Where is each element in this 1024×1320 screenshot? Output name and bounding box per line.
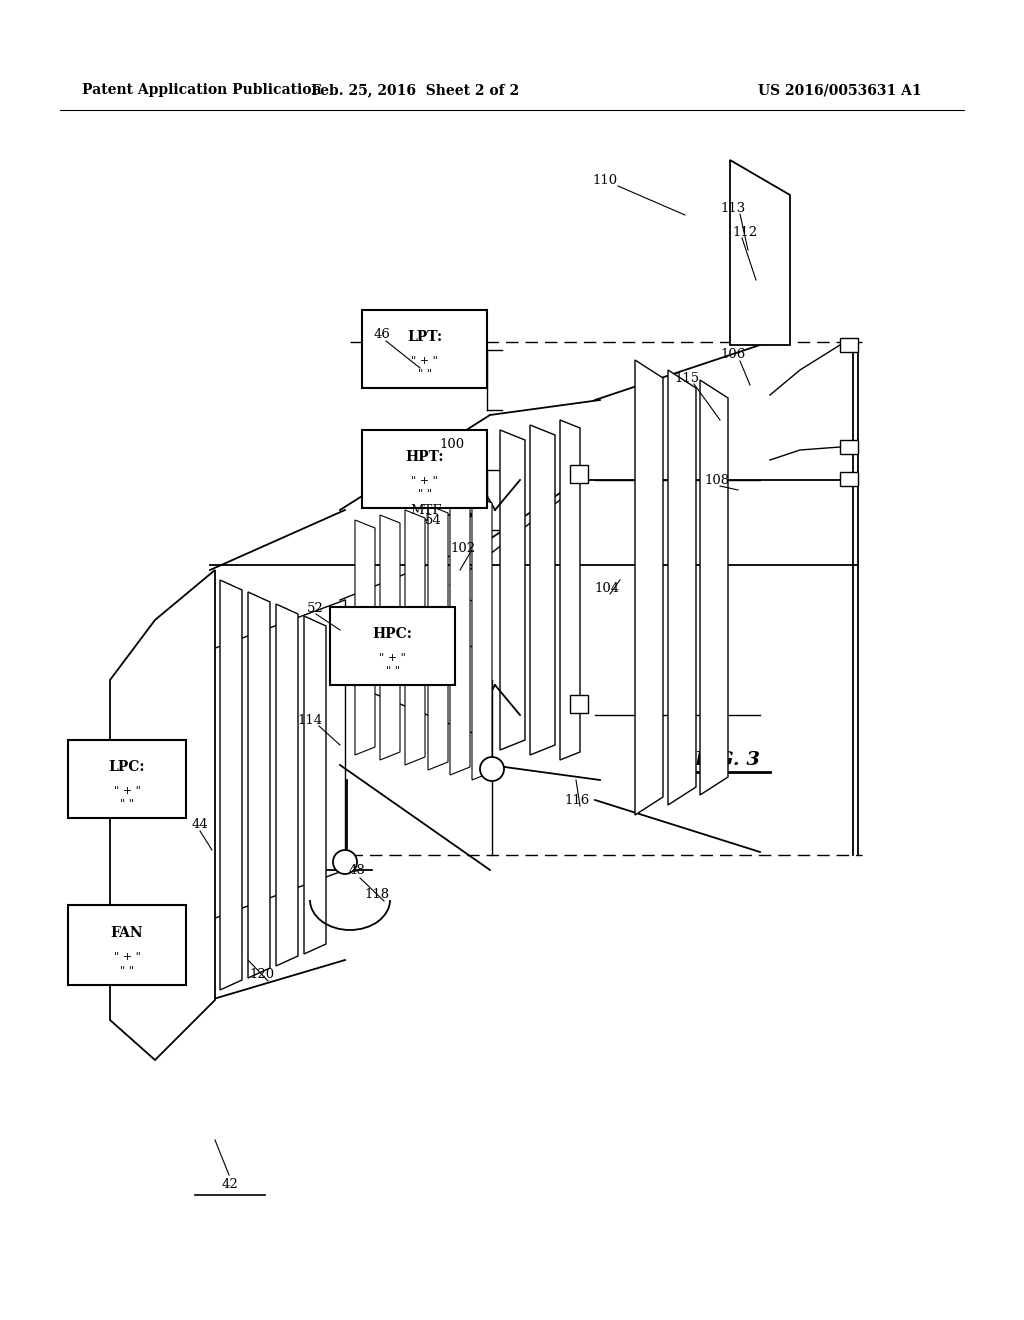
Polygon shape xyxy=(428,506,449,770)
Text: 108: 108 xyxy=(705,474,730,487)
Text: " ": " " xyxy=(418,370,431,379)
Polygon shape xyxy=(700,380,728,795)
Polygon shape xyxy=(276,605,298,966)
Bar xyxy=(570,465,588,483)
Text: 114: 114 xyxy=(298,714,323,726)
Bar xyxy=(68,741,186,818)
Text: 54: 54 xyxy=(425,513,442,527)
Polygon shape xyxy=(110,570,215,1060)
Polygon shape xyxy=(220,579,242,990)
Text: 116: 116 xyxy=(565,793,590,807)
Text: " + ": " + " xyxy=(379,652,406,663)
Bar xyxy=(570,696,588,713)
Bar xyxy=(330,607,455,685)
Polygon shape xyxy=(500,430,525,750)
Text: " + ": " + " xyxy=(114,952,140,962)
Polygon shape xyxy=(380,515,400,760)
Text: 104: 104 xyxy=(595,582,620,594)
Polygon shape xyxy=(450,500,470,775)
Polygon shape xyxy=(530,425,555,755)
Text: 115: 115 xyxy=(675,371,700,384)
Text: 52: 52 xyxy=(307,602,324,615)
Bar xyxy=(362,430,487,508)
Text: 112: 112 xyxy=(733,226,758,239)
Polygon shape xyxy=(668,370,696,805)
Polygon shape xyxy=(635,360,663,814)
Text: HPT:: HPT: xyxy=(406,450,443,465)
Text: 118: 118 xyxy=(365,888,390,902)
Text: HPC:: HPC: xyxy=(373,627,413,642)
Text: Feb. 25, 2016  Sheet 2 of 2: Feb. 25, 2016 Sheet 2 of 2 xyxy=(311,83,519,96)
Text: " ": " " xyxy=(418,488,431,499)
Text: 44: 44 xyxy=(191,818,208,832)
Bar xyxy=(840,338,858,352)
Text: 106: 106 xyxy=(721,348,746,362)
Text: 120: 120 xyxy=(250,969,275,982)
Bar xyxy=(840,473,858,486)
Text: FIG. 3: FIG. 3 xyxy=(694,751,760,770)
Polygon shape xyxy=(560,420,580,760)
Text: 100: 100 xyxy=(440,438,465,451)
Text: 110: 110 xyxy=(593,173,618,186)
Polygon shape xyxy=(406,510,425,766)
Polygon shape xyxy=(304,616,326,954)
Text: 113: 113 xyxy=(721,202,746,214)
Text: " + ": " + " xyxy=(114,785,140,796)
Bar xyxy=(68,906,186,985)
Text: " ": " " xyxy=(120,966,134,975)
Text: LPT:: LPT: xyxy=(407,330,442,345)
Text: 42: 42 xyxy=(221,1179,239,1192)
Polygon shape xyxy=(472,495,492,780)
Circle shape xyxy=(480,756,504,781)
Text: FAN: FAN xyxy=(111,927,143,940)
Text: 48: 48 xyxy=(348,863,365,876)
Polygon shape xyxy=(355,520,375,755)
Text: MTF: MTF xyxy=(410,503,441,516)
Text: " ": " " xyxy=(120,799,134,809)
Text: " ": " " xyxy=(385,667,399,676)
Bar xyxy=(362,310,487,388)
Text: LPC:: LPC: xyxy=(109,760,145,775)
Text: 102: 102 xyxy=(451,541,476,554)
Polygon shape xyxy=(248,591,270,978)
Text: Patent Application Publication: Patent Application Publication xyxy=(82,83,322,96)
Polygon shape xyxy=(730,160,790,345)
Text: 46: 46 xyxy=(373,329,390,342)
Text: US 2016/0053631 A1: US 2016/0053631 A1 xyxy=(758,83,922,96)
Circle shape xyxy=(333,850,357,874)
Bar xyxy=(840,440,858,454)
Text: " + ": " + " xyxy=(411,355,438,366)
Text: " + ": " + " xyxy=(411,475,438,486)
